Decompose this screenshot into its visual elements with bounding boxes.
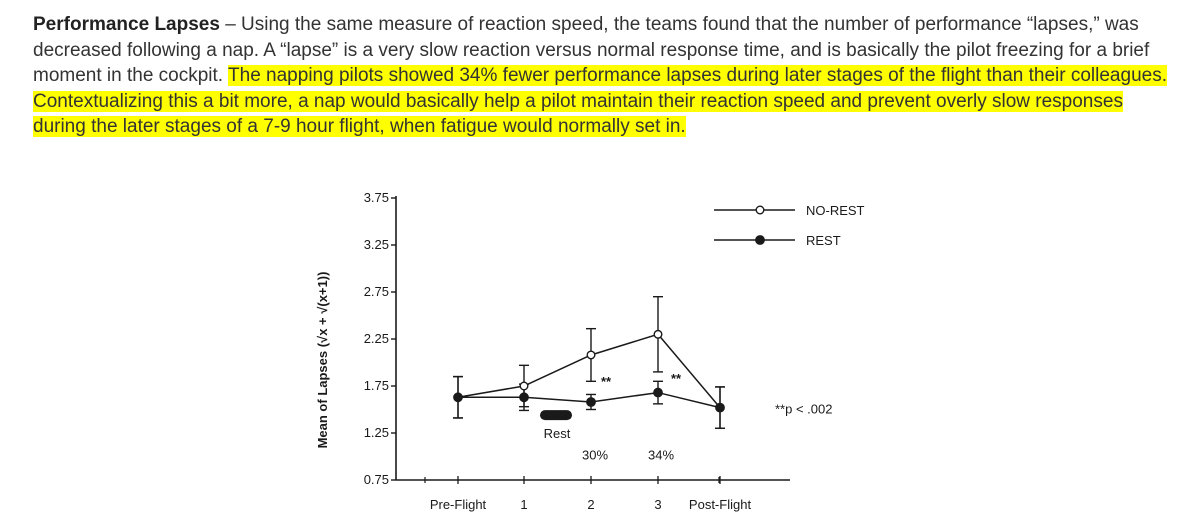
no-rest-point [586,350,596,360]
x-tick-label: Pre-Flight [430,497,487,512]
lapses-chart: 0.75 1.25 1.75 2.25 2.75 3.25 3.75 Mean of Laps… [315,190,865,512]
legend-label: NO-REST [806,203,865,218]
x-tick-label: 2 [587,497,594,512]
x-tick-label: 1 [520,497,527,512]
y-tick-label: 0.75 [364,472,389,487]
y-axis-title: Mean of Lapses (√x + √(x+1)) [315,272,330,449]
rest-point [715,402,725,413]
rest-label: Rest [544,426,571,441]
legend-marker [755,205,765,215]
y-tick-label: 1.25 [364,425,389,440]
p-value-note: **p < .002 [775,402,832,417]
rest-period-bar [540,410,572,421]
y-tick-label: 1.75 [364,378,389,393]
rest-point [453,392,463,403]
significance-marker: ** [671,371,682,386]
article-paragraph: Performance Lapses – Using the same meas… [33,12,1173,140]
x-tick-label: Post-Flight [689,497,752,512]
rest-point [586,397,596,407]
paragraph-heading: Performance Lapses [33,14,220,35]
heading-dash: – [219,14,242,35]
series-no-rest [453,295,725,430]
no-rest-point [653,329,663,339]
no-rest-point [519,381,529,391]
percent-label: 30% [582,447,608,462]
rest-point [519,392,529,403]
y-tick-label: 2.75 [364,284,389,299]
y-tick-label: 3.75 [364,190,389,205]
y-tick-label: 2.25 [364,331,389,346]
significance-marker: ** [601,374,612,389]
legend-label: REST [806,233,841,248]
y-tick-label: 3.25 [364,237,389,252]
percent-label: 34% [648,447,674,462]
paragraph-body: Using the same measure of reaction speed… [33,14,1150,86]
x-tick-label: 3 [654,497,661,512]
rest-point [653,387,663,398]
legend-marker [755,235,765,245]
